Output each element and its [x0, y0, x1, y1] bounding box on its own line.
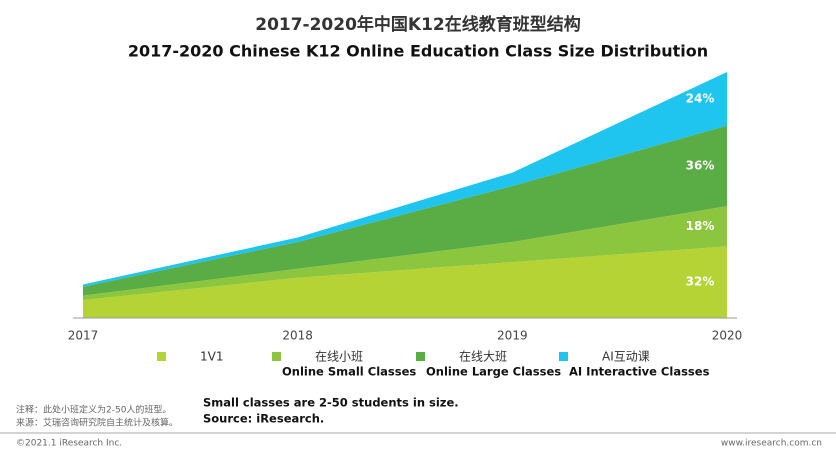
legend-swatch — [157, 352, 166, 361]
footer-left: ©2021.1 iResearch Inc. — [16, 439, 122, 449]
legend-label: 在线大班 — [459, 350, 507, 364]
data-label: 24% — [686, 91, 715, 105]
area — [83, 246, 727, 318]
legend-label-en: Online Small Classes — [282, 365, 416, 379]
legend-swatch — [272, 352, 281, 361]
note: 来源：艾瑞咨询研究院自主统计及核算。 — [16, 417, 178, 429]
legend-label: 在线小班 — [315, 350, 363, 364]
x-tick-label: 2020 — [712, 329, 743, 343]
note: 注释：此处小班定义为2-50人的班型。 — [16, 404, 171, 416]
legend-label: AI互动课 — [602, 350, 650, 364]
data-label: 32% — [686, 275, 715, 289]
chart-title: 2017-2020年中国K12在线教育班型结构 — [255, 14, 581, 35]
legend-label: 1V1 — [200, 350, 223, 364]
chart-subtitle: 2017-2020 Chinese K12 Online Education C… — [128, 42, 708, 61]
x-tick-label: 2019 — [497, 329, 528, 343]
note: Small classes are 2-50 students in size. — [203, 396, 459, 410]
area — [83, 125, 727, 296]
legend-swatch — [559, 352, 568, 361]
x-tick-label: 2017 — [68, 329, 99, 343]
legend-label-en: Online Large Classes — [426, 365, 561, 379]
legend-swatch — [416, 352, 425, 361]
legend-label-en: AI Interactive Classes — [569, 365, 710, 379]
footer-right: www.iresearch.com.cn — [721, 439, 822, 449]
area — [83, 206, 727, 301]
data-label: 18% — [686, 219, 715, 233]
data-label: 36% — [686, 158, 715, 172]
note: Source: iResearch. — [203, 412, 324, 426]
x-tick-label: 2018 — [282, 329, 313, 343]
